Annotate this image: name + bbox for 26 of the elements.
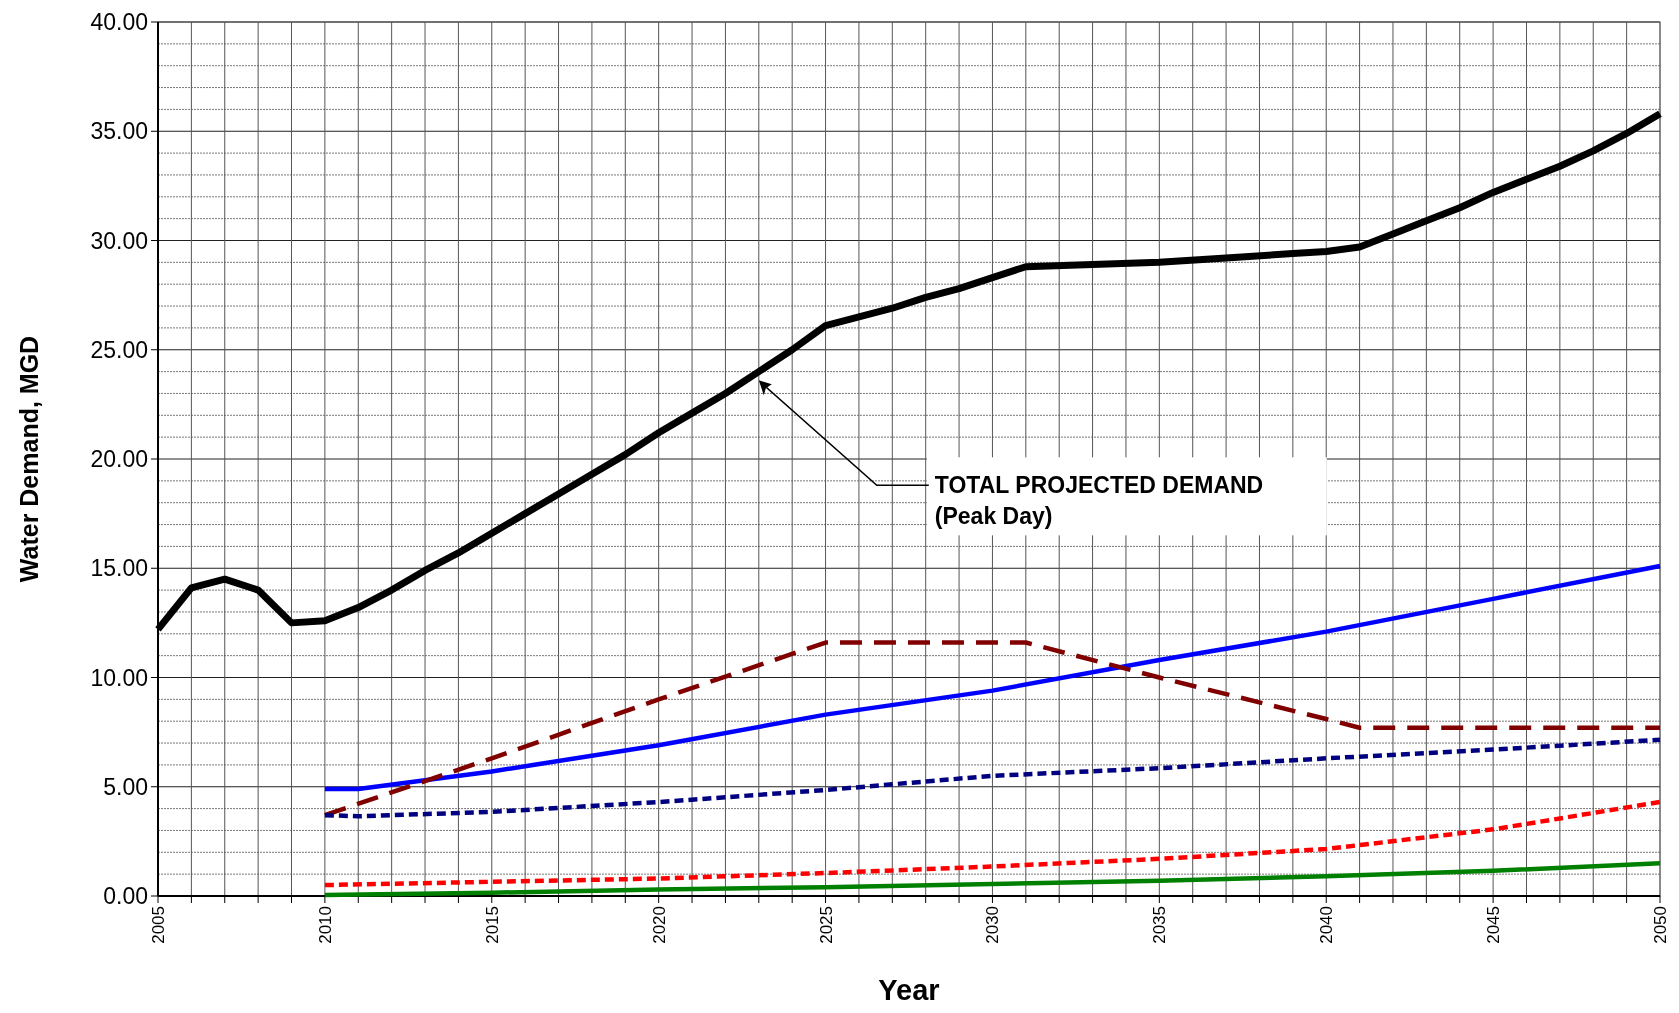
y-tick-label: 30.00 — [90, 227, 148, 254]
x-tick-label: 2035 — [1150, 906, 1170, 944]
x-tick-label: 2050 — [1650, 906, 1670, 944]
line-series — [322, 737, 1663, 819]
y-tick-label: 40.00 — [90, 9, 148, 36]
y-tick-label: 15.00 — [90, 555, 148, 582]
line-series — [322, 563, 1663, 792]
x-tick-label: 2040 — [1317, 906, 1337, 944]
y-tick-label: 20.00 — [90, 446, 148, 473]
x-tick-label: 2015 — [482, 906, 502, 944]
y-tick-label: 10.00 — [90, 664, 148, 691]
x-tick-label: 2005 — [148, 906, 168, 944]
x-tick-label: 2010 — [315, 906, 335, 944]
x-tick-label: 2020 — [649, 906, 669, 944]
x-axis-title: Year — [878, 974, 940, 1006]
x-tick-label: 2025 — [816, 906, 836, 944]
y-tick-label: 0.00 — [103, 883, 148, 910]
y-tick-label: 35.00 — [90, 118, 148, 145]
y-tick-label: 5.00 — [103, 773, 148, 800]
x-tick-label: 2045 — [1484, 906, 1504, 944]
line-series — [322, 860, 1663, 898]
y-tick-label: 25.00 — [90, 336, 148, 363]
y-axis-title: Water Demand, MGD — [15, 335, 43, 583]
x-tick-label: 2030 — [983, 906, 1003, 944]
annotation: TOTAL PROJECTED DEMAND (Peak Day) — [934, 472, 1264, 530]
line-series — [322, 799, 1663, 888]
